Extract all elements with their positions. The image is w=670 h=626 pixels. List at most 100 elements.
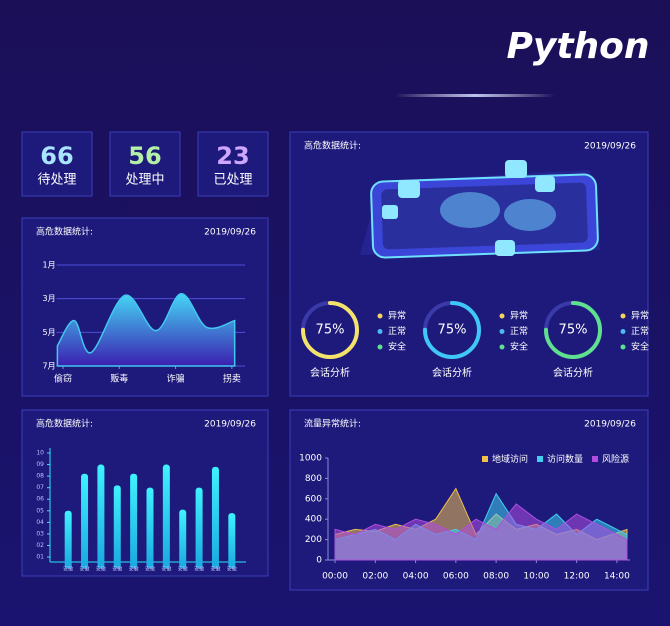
panel-date: 2019/09/26 [204, 420, 256, 430]
legend-dot [377, 344, 383, 350]
y-tick-label: 1000 [299, 454, 322, 464]
y-tick-label: 7月 [43, 362, 56, 371]
gauge-arc [301, 301, 359, 359]
bar [146, 487, 154, 569]
panel [289, 131, 649, 397]
x-tick-label: 安徽 [96, 566, 106, 573]
title-glow [395, 94, 555, 97]
legend-dot [620, 344, 626, 350]
hand-left [440, 192, 500, 228]
panel-date: 2019/09/26 [584, 420, 636, 430]
y-tick-label: 08 [36, 473, 44, 480]
x-tick-label: 安徽 [194, 566, 204, 573]
gauge-label: 会话分析 [553, 366, 593, 379]
legend-dot [620, 313, 626, 319]
gauge-value: 75% [316, 323, 345, 338]
y-tick-label: 10 [36, 450, 44, 457]
stat-box [21, 131, 93, 197]
legend-dot [499, 313, 505, 319]
y-tick-label: 0 [316, 556, 322, 566]
bar [81, 473, 89, 569]
bar [195, 487, 203, 569]
legend-dot [499, 344, 505, 350]
legend-dot [499, 329, 505, 334]
panel-title: 高危数据统计: [36, 418, 93, 430]
page-title: Python [506, 26, 649, 67]
x-tick-label: 04:00 [403, 572, 429, 582]
x-tick-label: 安徽 [161, 566, 171, 573]
panel [21, 409, 269, 577]
cube [382, 205, 398, 219]
bar [64, 510, 72, 569]
x-tick-label: 00:00 [322, 572, 348, 582]
panel-date: 2019/09/26 [584, 142, 636, 152]
cube [535, 176, 555, 192]
panel-title: 高危数据统计: [304, 140, 361, 152]
legend-label: 安全 [510, 341, 528, 353]
stat-box [109, 131, 181, 197]
x-tick-label: 安徽 [129, 566, 139, 573]
stat-value: 23 [216, 142, 249, 170]
legend-label: 正常 [631, 325, 649, 337]
legend-label: 安全 [631, 341, 649, 353]
y-tick-label: 02 [36, 542, 44, 549]
legend-label: 正常 [510, 325, 528, 337]
legend-label: 异常 [631, 310, 649, 322]
y-tick-label: 200 [305, 535, 322, 545]
y-tick-label: 400 [305, 515, 322, 525]
y-tick-label: 06 [36, 496, 44, 503]
bar [162, 464, 170, 569]
panel [289, 409, 649, 591]
legend-dot [377, 329, 383, 334]
x-tick-label: 02:00 [362, 572, 388, 582]
legend-dot [620, 329, 626, 334]
area [334, 503, 628, 561]
legend-label: 安全 [388, 341, 406, 353]
y-tick-label: 3月 [43, 294, 56, 303]
y-tick-label: 600 [305, 494, 322, 504]
x-tick-label: 贩毒 [110, 373, 128, 385]
illustration [360, 160, 600, 259]
y-tick-label: 03 [36, 530, 44, 537]
y-tick-label: 05 [36, 507, 44, 514]
x-tick-label: 08:00 [483, 572, 509, 582]
bar [211, 466, 219, 569]
bar [130, 473, 138, 569]
x-tick-label: 安徽 [210, 566, 220, 573]
y-tick-label: 5月 [43, 328, 56, 337]
stat-label: 处理中 [125, 173, 164, 188]
cube [398, 180, 420, 198]
x-tick-label: 安徽 [227, 566, 237, 573]
x-tick-label: 14:00 [604, 572, 630, 582]
x-tick-label: 安徽 [63, 566, 73, 573]
x-tick-label: 拐卖 [223, 373, 241, 385]
legend-swatch [537, 456, 543, 462]
y-tick-label: 04 [36, 519, 44, 526]
legend-swatch [482, 456, 488, 462]
cube [505, 160, 527, 178]
y-tick-label: 800 [305, 474, 322, 484]
gauge-arc [423, 301, 481, 359]
legend-label: 正常 [388, 325, 406, 337]
y-tick-label: 07 [36, 484, 44, 491]
legend-label: 地域访问 [492, 453, 528, 465]
bar [179, 509, 187, 569]
x-tick-label: 诈骗 [167, 373, 185, 385]
legend-label: 异常 [388, 310, 406, 322]
stat-label: 已处理 [213, 173, 252, 188]
x-tick-label: 安徽 [80, 566, 90, 573]
legend-label: 异常 [510, 310, 528, 322]
x-tick-label: 10:00 [523, 572, 549, 582]
panel-date: 2019/09/26 [204, 228, 256, 238]
gauge-arc [544, 301, 602, 359]
cube [495, 240, 515, 256]
gauge-label: 会话分析 [310, 366, 350, 379]
stat-value: 56 [128, 142, 161, 170]
x-tick-label: 安徽 [178, 566, 188, 573]
legend-label: 访问数量 [547, 453, 583, 465]
panel-title: 流量异常统计: [304, 418, 361, 430]
hand-right [504, 199, 556, 231]
x-tick-label: 安徽 [112, 566, 122, 573]
y-tick-label: 01 [36, 554, 44, 561]
gauge-label: 会话分析 [432, 366, 472, 379]
